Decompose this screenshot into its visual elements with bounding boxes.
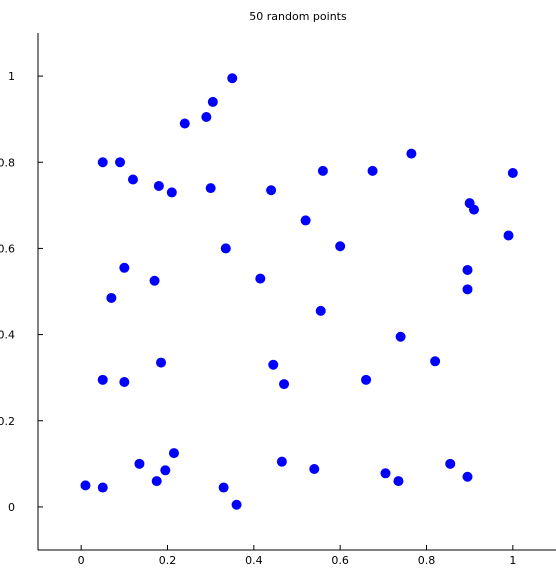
data-point — [168, 448, 179, 459]
chart-title: 50 random points — [249, 10, 347, 23]
data-point — [315, 305, 326, 316]
data-point — [268, 359, 279, 370]
x-tick-label: 0 — [78, 554, 85, 567]
data-point — [149, 275, 160, 286]
data-point — [279, 379, 290, 390]
data-point — [160, 465, 171, 476]
data-point — [153, 180, 164, 191]
data-point — [220, 243, 231, 254]
y-tick-label: 1 — [8, 70, 15, 83]
data-point — [97, 482, 108, 493]
data-point — [380, 468, 391, 479]
data-point — [97, 374, 108, 385]
data-point — [151, 476, 162, 487]
data-point — [115, 157, 126, 168]
data-point — [179, 118, 190, 129]
x-tick-label: 0.4 — [245, 554, 263, 567]
data-point — [119, 376, 130, 387]
data-point — [462, 284, 473, 295]
data-point — [207, 96, 218, 107]
data-point — [468, 204, 479, 215]
data-point — [106, 292, 117, 303]
data-point — [205, 183, 216, 194]
data-point — [317, 165, 328, 176]
data-point — [430, 356, 441, 367]
data-point — [255, 273, 266, 284]
data-point — [462, 264, 473, 275]
data-point — [462, 471, 473, 482]
data-point — [503, 230, 514, 241]
data-point — [231, 499, 242, 510]
data-point — [227, 73, 238, 84]
y-tick-label: 0.2 — [0, 415, 15, 428]
data-point — [80, 480, 91, 491]
axes: 0 0.2 0.4 0.6 0.8 1 0 0.2 0.4 0.6 0.8 1 — [0, 33, 556, 567]
data-point — [166, 187, 177, 198]
data-point — [266, 185, 277, 196]
data-point — [300, 215, 311, 226]
data-point — [97, 157, 108, 168]
data-point — [367, 165, 378, 176]
y-tick-label: 0.4 — [0, 329, 15, 342]
data-point — [395, 331, 406, 342]
data-point — [445, 458, 456, 469]
y-tick-label: 0.8 — [0, 156, 15, 169]
data-point — [276, 456, 287, 467]
x-tick-label: 0.8 — [418, 554, 436, 567]
data-point — [335, 241, 346, 252]
data-point — [393, 476, 404, 487]
data-point — [507, 168, 518, 179]
data-point — [156, 357, 167, 368]
data-point — [218, 482, 229, 493]
data-point — [201, 112, 212, 123]
data-point — [127, 174, 138, 185]
x-tick-label: 0.6 — [331, 554, 349, 567]
y-tick-label: 0.6 — [0, 242, 15, 255]
x-tick-label: 0.2 — [159, 554, 177, 567]
x-tick-label: 1 — [509, 554, 516, 567]
data-point — [309, 464, 320, 475]
y-tick-label: 0 — [8, 501, 15, 514]
data-point — [361, 374, 372, 385]
data-points — [80, 73, 518, 510]
data-point — [134, 458, 145, 469]
data-point — [406, 148, 417, 159]
data-point — [119, 262, 130, 273]
